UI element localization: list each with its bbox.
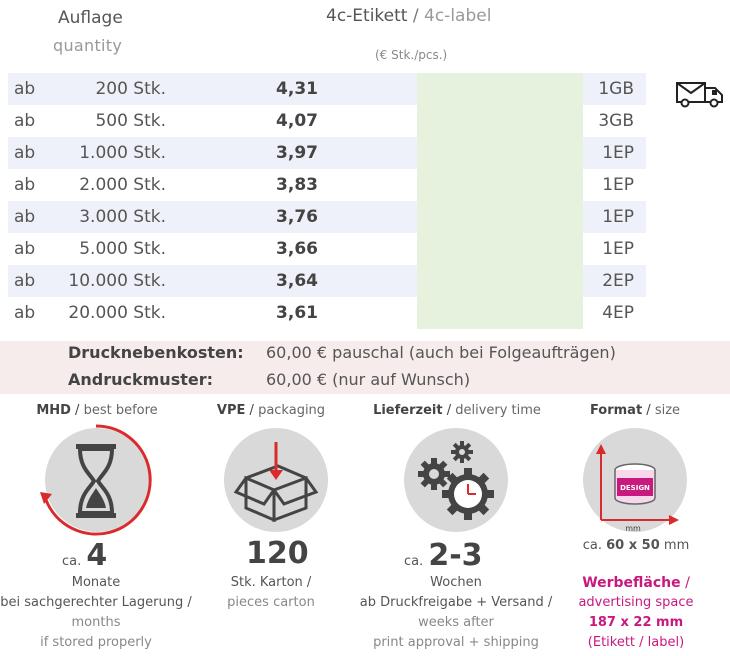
vpe-title-en: packaging — [258, 403, 326, 418]
row-price: 3,97 — [276, 143, 318, 163]
label-format-icon: DESIGN mm — [596, 444, 679, 532]
vpe-value: 120 — [246, 536, 309, 571]
advert-line3: 187 x 22 mm — [588, 615, 684, 630]
label-header-de: 4c-Etikett — [326, 6, 408, 26]
row-ab: ab — [14, 271, 36, 291]
delivery-value: ca. 2-3 — [404, 538, 483, 573]
row-shipping: 1EP — [602, 143, 634, 163]
row-ab: ab — [14, 111, 36, 131]
advert-title-de: Werbefläche — [582, 575, 681, 591]
row-ab: ab — [14, 79, 36, 99]
print-costs-value: 60,00 € pauschal (auch bei Folgeaufträge… — [266, 343, 616, 362]
advert-title: Werbefläche / — [556, 575, 716, 591]
row-ab: ab — [14, 239, 36, 259]
vpe-line1: Stk. Karton / — [230, 575, 312, 590]
mm-axis-label: mm — [625, 524, 641, 532]
format-size: ca. 60 x 50 mm — [556, 538, 716, 553]
print-costs-label: Drucknebenkosten: — [68, 343, 244, 362]
delivery-title: Lieferzeit / delivery time — [373, 403, 541, 418]
row-price: 3,64 — [276, 271, 318, 291]
vpe-number: 120 — [246, 536, 309, 571]
format-title: Format / size — [589, 403, 681, 418]
delivery-line4: print approval + shipping — [373, 635, 539, 650]
delivery-line1: Wochen — [430, 575, 482, 590]
box-icon — [233, 442, 319, 523]
row-shipping: 3GB — [598, 111, 634, 131]
row-shipping: 1EP — [602, 207, 634, 227]
mhd-line3: months — [71, 615, 121, 630]
row-quantity: 2.000 Stk. — [79, 175, 166, 195]
row-shipping: 2EP — [602, 271, 634, 291]
format-title-en: size — [654, 403, 681, 418]
row-quantity: 20.000 Stk. — [68, 303, 166, 323]
row-quantity: 1.000 Stk. — [79, 143, 166, 163]
hourglass-icon — [40, 424, 152, 536]
row-shipping: 1EP — [602, 175, 634, 195]
delivery-title-en: delivery time — [455, 403, 541, 418]
price-column-highlight — [417, 73, 583, 329]
vpe-line2: pieces carton — [227, 595, 315, 610]
mhd-title: MHD / best before — [36, 403, 158, 418]
extra-costs-band — [0, 341, 730, 394]
row-shipping: 4EP — [602, 303, 634, 323]
quantity-header-de: Auflage — [58, 8, 123, 28]
row-shipping: 1GB — [598, 79, 634, 99]
row-quantity: 500 Stk. — [95, 111, 166, 131]
label-header-en: 4c-label — [424, 6, 492, 26]
row-quantity: 5.000 Stk. — [79, 239, 166, 259]
delivery-truck-icon — [676, 82, 723, 108]
row-price: 4,31 — [276, 79, 318, 99]
row-ab: ab — [14, 303, 36, 323]
row-price: 3,61 — [276, 303, 318, 323]
row-shipping: 1EP — [602, 239, 634, 259]
proof-sample-label: Andruckmuster: — [68, 370, 214, 389]
table-row: ab 2.000 Stk. 3,83 1EP — [8, 169, 646, 201]
mhd-title-de: MHD — [36, 403, 71, 418]
mhd-line1: Monate — [71, 575, 121, 590]
gears-clock-icon — [418, 441, 494, 520]
delivery-title-de: Lieferzeit — [373, 403, 443, 418]
format-size-value: 60 x 50 — [606, 538, 660, 553]
mhd-line4: if stored properly — [40, 635, 152, 650]
delivery-ca: ca. — [404, 554, 424, 569]
mhd-line2: bei sachgerechter Lagerung / — [0, 595, 192, 610]
mhd-number: 4 — [86, 538, 108, 573]
row-ab: ab — [14, 175, 36, 195]
vpe-title-de: VPE — [216, 403, 246, 418]
row-quantity: 3.000 Stk. — [79, 207, 166, 227]
delivery-line3: weeks after — [418, 615, 494, 630]
unit-header: (€ Stk./pcs.) — [375, 48, 448, 62]
row-ab: ab — [14, 207, 36, 227]
row-price: 3,83 — [276, 175, 318, 195]
row-ab: ab — [14, 143, 36, 163]
mhd-ca: ca. — [62, 554, 82, 569]
quantity-header-en: quantity — [53, 36, 123, 55]
row-price: 3,66 — [276, 239, 318, 259]
advert-line2: advertising space — [578, 595, 694, 610]
format-size-unit: mm — [663, 538, 690, 553]
delivery-line2: ab Druckfreigabe + Versand / — [359, 595, 553, 610]
label-header-sep: / — [407, 6, 425, 26]
vpe-title: VPE / packaging — [216, 403, 326, 418]
format-ca: ca. — [582, 538, 602, 553]
row-price: 3,76 — [276, 207, 318, 227]
row-price: 4,07 — [276, 111, 318, 131]
table-row: ab 5.000 Stk. 3,66 1EP — [8, 233, 646, 265]
design-text: DESIGN — [620, 484, 650, 492]
delivery-number: 2-3 — [428, 538, 483, 573]
table-row: ab 20.000 Stk. 3,61 4EP — [8, 297, 646, 329]
proof-sample-value: 60,00 € (nur auf Wunsch) — [266, 370, 471, 389]
advert-line4: (Etikett / label) — [587, 635, 685, 650]
row-quantity: 10.000 Stk. — [68, 271, 166, 291]
format-title-de: Format — [589, 403, 643, 418]
row-quantity: 200 Stk. — [95, 79, 166, 99]
mhd-title-en: best before — [83, 403, 158, 418]
label-header: 4c-Etikett / 4c-label — [326, 6, 491, 26]
advert-title-sep: / — [680, 575, 690, 591]
mhd-value: ca. 4 — [62, 538, 107, 573]
table-row: ab 500 Stk. 4,07 3GB — [8, 105, 646, 137]
